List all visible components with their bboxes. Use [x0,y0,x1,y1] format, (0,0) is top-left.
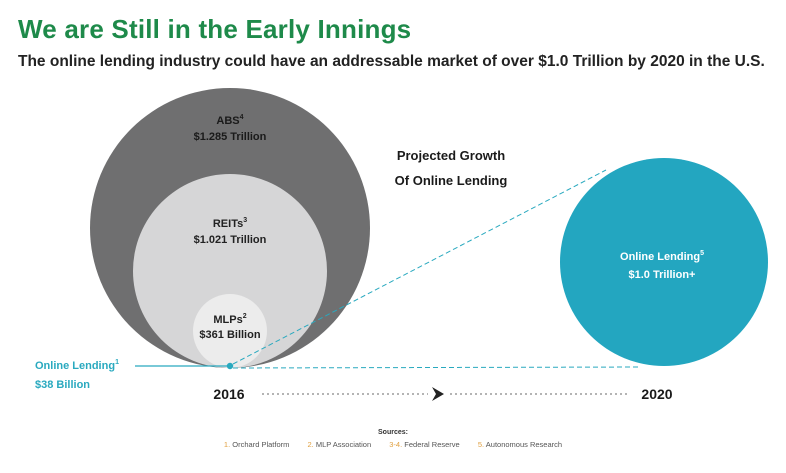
source-item: 1. Orchard Platform [223,440,290,449]
source-item: 3-4. Federal Reserve [389,440,460,449]
mlps-label: MLPs2 [213,313,246,326]
timeline-start-year: 2016 [213,386,244,402]
projection-line-lower [232,366,641,369]
page-subtitle: The online lending industry could have a… [18,53,765,70]
abs-label: ABS4 [216,114,243,127]
online-lending-2016-label: Online Lending1 [35,359,119,372]
projection-line-upper [232,169,607,365]
reits-value: $1.021 Trillion [194,234,267,246]
projection-title-line-2: Of Online Lending [395,173,508,188]
online-lending-2020-label: Online Lending5 [620,250,704,263]
sources-list: 1. Orchard Platform 2. MLP Association 3… [0,440,786,449]
timeline-end-year: 2020 [641,386,672,402]
source-item: 5. Autonomous Research [477,440,563,449]
timeline-arrow-icon [432,387,444,401]
projection-title-line-1: Projected Growth [397,148,505,163]
reits-label: REITs3 [213,217,247,230]
mlps-value: $361 Billion [199,329,260,341]
page-title: We are Still in the Early Innings [18,14,412,44]
mlps-circle [193,294,267,368]
online-lending-2020-circle [560,158,768,366]
online-lending-2016-value: $38 Billion [35,379,90,391]
source-item: 2. MLP Association [307,440,372,449]
reits-circle [133,174,327,368]
sources-heading: Sources: [378,429,408,436]
abs-value: $1.285 Trillion [194,131,267,143]
online-lending-2016-dot [226,362,234,370]
online-lending-2020-value: $1.0 Trillion+ [629,269,696,281]
